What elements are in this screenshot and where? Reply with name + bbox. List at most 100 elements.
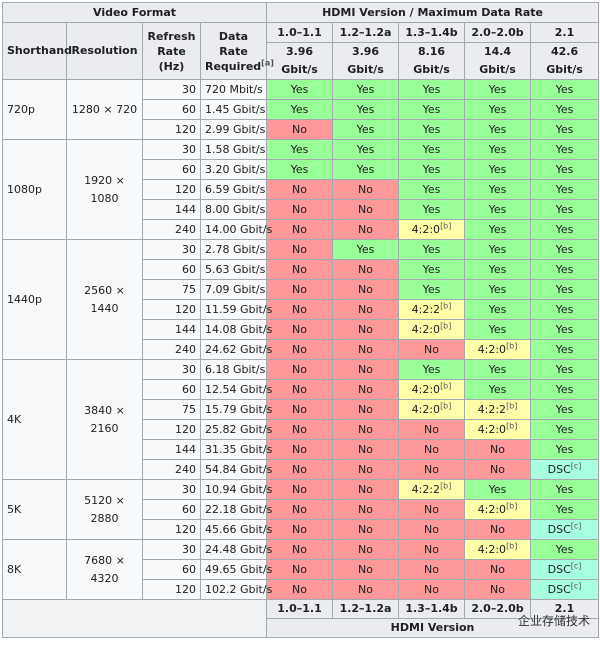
support-cell: No bbox=[266, 279, 334, 300]
support-cell: Yes bbox=[464, 179, 532, 200]
support-cell: No bbox=[332, 579, 400, 600]
footnote-link[interactable]: [b] bbox=[440, 480, 452, 490]
support-cell: Yes bbox=[530, 259, 600, 280]
max-rate-header: 3.96 Gbit/s bbox=[266, 42, 334, 80]
support-cell: Yes bbox=[398, 359, 466, 380]
data-rate-cell: 6.18 Gbit/s bbox=[199, 359, 268, 380]
cell-value: 4:2:2 bbox=[411, 302, 441, 316]
support-cell: Yes bbox=[464, 139, 532, 160]
support-cell: Yes bbox=[530, 279, 600, 300]
max-rate-header: 42.6 Gbit/s bbox=[530, 42, 600, 80]
table-row: 120 6.59 Gbit/s No No Yes Yes Yes bbox=[3, 179, 600, 200]
support-cell: Yes bbox=[464, 159, 532, 180]
table-row: 144 8.00 Gbit/s No No Yes Yes Yes bbox=[3, 199, 600, 220]
max-rate-header: 14.4 Gbit/s bbox=[464, 42, 532, 80]
support-cell: No bbox=[464, 579, 532, 600]
support-cell: 4:2:2[b] bbox=[464, 399, 532, 420]
support-cell: DSC[c] bbox=[530, 579, 600, 600]
version-header: 1.2–1.2a bbox=[332, 22, 400, 43]
resolution-cell: 1920 × 1080 bbox=[66, 139, 143, 240]
data-rate-cell: 102.2 Gbit/s bbox=[199, 579, 272, 600]
support-cell: No bbox=[332, 279, 400, 300]
footer-version: 1.3–1.4b bbox=[398, 599, 466, 619]
shorthand-cell: 4K bbox=[2, 359, 67, 480]
data-rate-cell: 14.08 Gbit/s bbox=[199, 319, 272, 340]
refresh-rate-cell: 75 bbox=[142, 279, 201, 300]
support-cell: Yes bbox=[464, 359, 532, 380]
support-cell: No bbox=[266, 359, 334, 380]
footnote-link[interactable]: [b] bbox=[440, 400, 452, 410]
refresh-rate-cell: 120 bbox=[142, 179, 201, 200]
support-cell: Yes bbox=[398, 239, 466, 260]
data-rate-cell: 11.59 Gbit/s bbox=[199, 299, 272, 320]
footnote-link[interactable]: [b] bbox=[440, 380, 452, 390]
support-cell: Yes bbox=[530, 539, 600, 560]
table-row: 60 5.63 Gbit/s No No Yes Yes Yes bbox=[3, 259, 600, 280]
cell-value: DSC bbox=[547, 462, 571, 476]
footnote-link[interactable]: [b] bbox=[440, 300, 452, 310]
support-cell: No bbox=[332, 379, 400, 400]
support-cell: 4:2:0[b] bbox=[464, 539, 532, 560]
support-cell: No bbox=[266, 579, 334, 600]
data-rate-cell: 24.48 Gbit/s bbox=[199, 539, 272, 560]
data-rate-cell: 31.35 Gbit/s bbox=[199, 439, 272, 460]
footnote-link[interactable]: [c] bbox=[570, 580, 582, 590]
support-cell: 4:2:0[b] bbox=[464, 419, 532, 440]
resolution-cell: 3840 × 2160 bbox=[66, 359, 143, 480]
support-cell: No bbox=[332, 479, 400, 500]
shorthand-cell: 1440p bbox=[2, 239, 67, 360]
support-cell: No bbox=[266, 199, 334, 220]
data-rate-footnote[interactable]: [a] bbox=[261, 57, 274, 67]
cell-value: 4:2:0 bbox=[477, 422, 507, 436]
support-cell: Yes bbox=[530, 119, 600, 140]
refresh-rate-cell: 120 bbox=[142, 519, 201, 540]
support-cell: Yes bbox=[530, 299, 600, 320]
support-cell: No bbox=[332, 419, 400, 440]
video-format-header: Video Format bbox=[1, 2, 268, 23]
support-cell: Yes bbox=[464, 219, 532, 240]
hdmi-group-header: HDMI Version / Maximum Data Rate bbox=[266, 2, 600, 23]
support-cell: No bbox=[332, 559, 400, 580]
support-cell: No bbox=[398, 459, 466, 480]
refresh-rate-cell: 240 bbox=[142, 219, 201, 240]
support-cell: No bbox=[332, 499, 400, 520]
footnote-link[interactable]: [b] bbox=[506, 540, 518, 550]
table-row: 1080p 1920 × 1080 30 1.58 Gbit/s Yes Yes Yes Ye… bbox=[2, 139, 600, 240]
support-cell: No bbox=[398, 519, 466, 540]
footnote-link[interactable]: [c] bbox=[570, 520, 582, 530]
footnote-link[interactable]: [b] bbox=[440, 320, 452, 330]
support-cell: No bbox=[266, 219, 334, 240]
support-cell: Yes bbox=[464, 239, 532, 260]
data-rate-cell: 2.99 Gbit/s bbox=[199, 119, 268, 140]
data-rate-cell: 720 Mbit/s bbox=[199, 79, 268, 100]
shorthand-cell: 8K bbox=[2, 539, 67, 600]
footnote-link[interactable]: [b] bbox=[506, 420, 518, 430]
refresh-rate-cell: 120 bbox=[142, 119, 201, 140]
support-cell: 4:2:0[b] bbox=[464, 499, 532, 520]
support-cell: Yes bbox=[332, 119, 400, 140]
support-cell: DSC[c] bbox=[530, 459, 600, 480]
table-row: 240 54.84 Gbit/s No No No No DSC[c] bbox=[3, 459, 600, 480]
support-cell: Yes bbox=[398, 139, 466, 160]
data-rate-cell: 15.79 Gbit/s bbox=[199, 399, 272, 420]
support-cell: Yes bbox=[530, 339, 600, 360]
footnote-link[interactable]: [c] bbox=[570, 460, 582, 470]
shorthand-cell: 1080p bbox=[2, 139, 67, 240]
support-cell: Yes bbox=[464, 279, 532, 300]
support-cell: No bbox=[266, 119, 334, 140]
cell-value: 4:2:2 bbox=[411, 482, 441, 496]
footnote-link[interactable]: [b] bbox=[440, 220, 452, 230]
cell-value: DSC bbox=[547, 522, 571, 536]
data-rate-cell: 45.66 Gbit/s bbox=[199, 519, 272, 540]
footnote-link[interactable]: [b] bbox=[506, 340, 518, 350]
refresh-rate-cell: 60 bbox=[142, 259, 201, 280]
refresh-rate-cell: 240 bbox=[142, 339, 201, 360]
table-row: 60 49.65 Gbit/s No No No No DSC[c] bbox=[3, 559, 600, 580]
footnote-link[interactable]: [b] bbox=[506, 500, 518, 510]
cell-value: 4:2:0 bbox=[477, 502, 507, 516]
support-cell: No bbox=[266, 419, 334, 440]
footnote-link[interactable]: [c] bbox=[570, 560, 582, 570]
support-cell: No bbox=[398, 499, 466, 520]
footnote-link[interactable]: [b] bbox=[506, 400, 518, 410]
support-cell: No bbox=[398, 579, 466, 600]
